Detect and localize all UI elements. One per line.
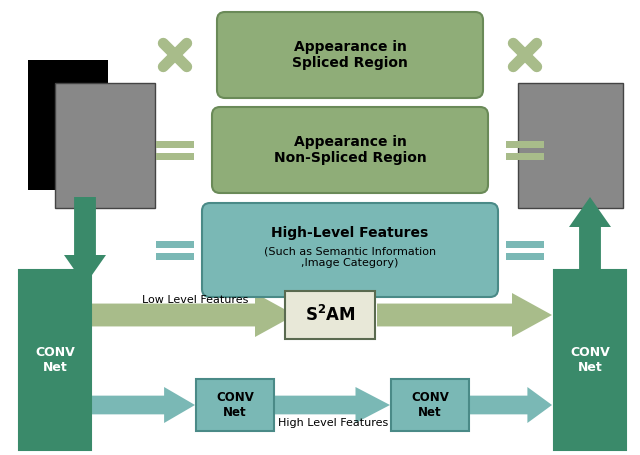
Bar: [518, 82, 623, 207]
Polygon shape: [92, 293, 295, 337]
Polygon shape: [569, 197, 611, 285]
FancyBboxPatch shape: [212, 107, 488, 193]
Polygon shape: [470, 387, 552, 423]
Bar: [285, 291, 375, 339]
Text: CONV
Net: CONV Net: [35, 346, 75, 374]
Bar: [554, 270, 626, 450]
Bar: [28, 60, 108, 190]
Bar: [506, 152, 544, 160]
Bar: [506, 241, 544, 248]
Polygon shape: [377, 293, 552, 337]
Bar: [55, 82, 155, 207]
Bar: [391, 379, 469, 431]
Text: $\mathbf{S^2AM}$: $\mathbf{S^2AM}$: [305, 305, 355, 325]
Polygon shape: [275, 387, 390, 423]
Bar: [506, 253, 544, 259]
Polygon shape: [92, 387, 195, 423]
Text: CONV
Net: CONV Net: [411, 391, 449, 419]
Text: CONV
Net: CONV Net: [570, 346, 610, 374]
Bar: [196, 379, 274, 431]
Polygon shape: [64, 197, 106, 285]
Bar: [19, 270, 91, 450]
Text: High-Level Features: High-Level Features: [271, 226, 429, 240]
FancyBboxPatch shape: [202, 203, 498, 297]
Bar: [156, 241, 194, 248]
Text: (Such as Semantic Information
,Image Category): (Such as Semantic Information ,Image Cat…: [264, 246, 436, 268]
Bar: [506, 141, 544, 147]
Text: High Level Features: High Level Features: [278, 418, 388, 428]
Bar: [156, 141, 194, 147]
FancyBboxPatch shape: [217, 12, 483, 98]
Text: Appearance in
Non-Spliced Region: Appearance in Non-Spliced Region: [274, 135, 426, 165]
Text: CONV
Net: CONV Net: [216, 391, 254, 419]
Bar: [156, 152, 194, 160]
Text: Low Level Features: Low Level Features: [142, 295, 248, 305]
Bar: [156, 253, 194, 259]
Text: Appearance in
Spliced Region: Appearance in Spliced Region: [292, 40, 408, 70]
